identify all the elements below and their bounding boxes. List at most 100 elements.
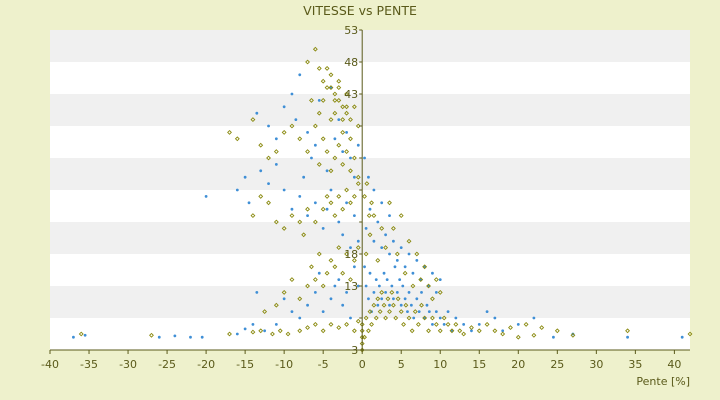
data-point-series-2 (367, 309, 373, 315)
data-point-series-2 (371, 302, 377, 308)
data-point-series-2 (316, 161, 322, 167)
data-point-series-2 (383, 245, 389, 251)
data-point-series-2 (336, 325, 342, 331)
data-point-series-1 (431, 271, 434, 275)
data-point-series-2 (445, 321, 451, 327)
data-point-series-2 (441, 315, 447, 321)
data-point-series-2 (433, 277, 439, 283)
x-tick-label: -40 (41, 358, 59, 371)
data-point-series-2 (395, 296, 401, 302)
data-point-series-2 (324, 149, 330, 155)
data-point-series-2 (285, 331, 291, 337)
data-point-series-1 (333, 137, 337, 141)
data-point-series-1 (243, 175, 247, 179)
data-point-series-2 (324, 65, 330, 71)
data-point-series-1 (345, 291, 348, 294)
data-point-series-1 (403, 297, 407, 301)
data-point-series-2 (625, 328, 630, 334)
data-point-series-1 (368, 271, 372, 275)
data-point-series-1 (302, 175, 306, 179)
data-point-series-1 (384, 291, 388, 294)
data-point-series-2 (348, 168, 353, 174)
data-point-series-2 (305, 206, 310, 212)
data-point-series-2 (362, 334, 367, 340)
data-point-series-2 (469, 325, 474, 331)
data-point-series-2 (393, 315, 399, 321)
data-point-series-2 (328, 72, 334, 78)
data-point-series-2 (316, 251, 322, 257)
data-point-series-2 (336, 85, 342, 91)
data-point-series-2 (316, 65, 322, 71)
data-point-series-2 (250, 329, 256, 335)
data-point-series-2 (398, 309, 404, 315)
data-point-series-2 (410, 283, 416, 289)
data-point-series-2 (355, 123, 361, 129)
y-tick-label: 3 (351, 344, 358, 357)
data-point-series-1 (349, 246, 352, 250)
data-point-series-2 (403, 302, 409, 308)
data-point-series-1 (393, 265, 397, 269)
data-point-series-2 (367, 232, 373, 238)
data-point-series-2 (336, 97, 342, 103)
data-point-series-1 (247, 201, 251, 205)
data-point-series-2 (250, 117, 256, 123)
data-point-series-2 (328, 257, 334, 263)
x-tick-label: -5 (318, 358, 329, 371)
data-point-series-2 (336, 78, 342, 84)
data-point-series-1 (501, 329, 505, 333)
data-point-series-1 (173, 334, 177, 338)
data-point-series-2 (281, 289, 287, 295)
data-point-series-1 (399, 303, 403, 307)
data-point-series-2 (430, 296, 435, 302)
x-tick-label: 15 (472, 358, 486, 371)
data-point-series-2 (687, 331, 693, 337)
data-point-series-1 (290, 310, 294, 313)
data-point-series-2 (348, 277, 353, 283)
x-tick-label: 0 (359, 358, 366, 371)
data-point-series-2 (430, 315, 435, 321)
y-tick-label: 48 (344, 56, 358, 69)
data-point-series-2 (289, 123, 295, 129)
data-point-series-2 (394, 251, 400, 257)
data-point-series-2 (297, 136, 303, 142)
data-point-series-2 (344, 149, 350, 155)
data-point-series-2 (312, 46, 318, 52)
data-point-series-1 (306, 303, 309, 307)
data-point-series-2 (433, 321, 439, 327)
data-point-series-2 (312, 219, 318, 225)
data-point-series-1 (552, 335, 555, 339)
data-point-series-2 (344, 104, 350, 110)
data-point-series-1 (364, 227, 368, 230)
data-point-series-1 (462, 323, 466, 326)
data-point-series-2 (401, 321, 406, 327)
data-point-series-1 (367, 297, 370, 301)
data-point-series-2 (305, 149, 310, 155)
data-point-series-2 (355, 245, 361, 251)
x-tick-label: 30 (589, 358, 603, 371)
data-point-series-2 (320, 283, 326, 289)
data-point-series-2 (258, 328, 264, 334)
data-point-series-1 (470, 329, 473, 333)
data-point-series-1 (341, 303, 345, 307)
data-point-series-1 (325, 169, 329, 173)
data-point-series-1 (298, 195, 302, 198)
y-tick-label: 53 (344, 24, 358, 37)
data-point-series-2 (324, 193, 330, 199)
data-point-series-2 (412, 309, 418, 315)
data-point-series-2 (305, 59, 310, 65)
x-tick-label: -15 (236, 358, 254, 371)
data-point-series-2 (355, 181, 361, 187)
data-point-series-1 (341, 150, 345, 154)
data-point-series-2 (316, 110, 322, 116)
data-point-series-2 (340, 104, 346, 110)
data-point-series-2 (366, 213, 372, 219)
data-point-series-1 (345, 201, 348, 205)
data-point-series-2 (461, 331, 467, 337)
data-point-series-1 (415, 297, 419, 301)
data-point-series-2 (227, 129, 232, 135)
data-point-series-1 (329, 297, 333, 301)
data-point-series-2 (262, 309, 268, 315)
data-point-series-2 (457, 328, 463, 334)
data-point-series-2 (348, 200, 353, 206)
